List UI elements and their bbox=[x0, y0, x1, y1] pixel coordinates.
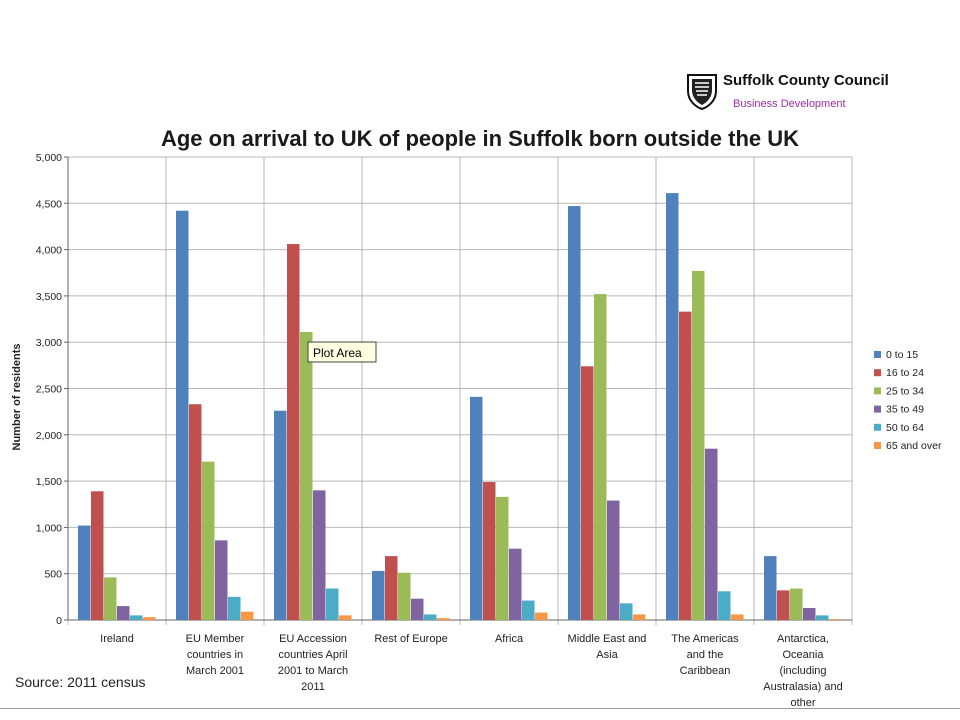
x-category-label: Middle East and Asia bbox=[568, 633, 647, 661]
bottom-divider bbox=[0, 708, 960, 709]
x-category-label: EU Member countries in March 2001 bbox=[186, 633, 245, 677]
bar bbox=[790, 588, 803, 620]
bar bbox=[581, 366, 594, 620]
bar bbox=[339, 615, 352, 620]
bar bbox=[130, 615, 143, 620]
bar bbox=[189, 404, 202, 620]
legend-swatch bbox=[874, 351, 881, 358]
y-tick-labels: 0 500 1,000 1,500 2,000 2,500 3,000 3,500 4,000 4… bbox=[36, 152, 62, 627]
bar bbox=[241, 611, 254, 620]
bar bbox=[372, 570, 385, 620]
bar bbox=[437, 618, 450, 620]
x-category-label: The Americas and the Caribbean bbox=[671, 633, 739, 677]
bar bbox=[228, 596, 241, 620]
bar bbox=[78, 525, 91, 620]
y-tick-label: 1,000 bbox=[36, 522, 62, 534]
bar bbox=[607, 500, 620, 620]
bar bbox=[764, 556, 777, 620]
y-tick-label: 3,000 bbox=[36, 337, 62, 349]
y-tick-label: 3,500 bbox=[36, 291, 62, 303]
bar bbox=[300, 332, 313, 620]
bar bbox=[424, 614, 437, 620]
bar bbox=[215, 540, 228, 620]
legend-label: 16 to 24 bbox=[886, 367, 924, 379]
bar bbox=[803, 607, 816, 620]
y-tick-label: 1,500 bbox=[36, 476, 62, 488]
legend-swatch bbox=[874, 442, 881, 449]
bar bbox=[777, 590, 790, 620]
x-category-label: EU Accession countries April 2001 to March… bbox=[278, 633, 348, 693]
bar bbox=[287, 244, 300, 620]
legend-swatch bbox=[874, 405, 881, 413]
org-name: Suffolk County Council bbox=[723, 72, 889, 89]
org-unit: Business Development bbox=[733, 98, 846, 110]
x-category-label: Africa bbox=[495, 633, 524, 645]
plot-area-tooltip: Plot Area bbox=[307, 341, 377, 363]
bar bbox=[176, 210, 189, 620]
bar bbox=[91, 491, 104, 620]
logo-block: Suffolk County Council Business Developm… bbox=[686, 71, 906, 117]
bar bbox=[522, 600, 535, 620]
legend-label: 0 to 15 bbox=[886, 349, 918, 361]
legend: 0 to 15 16 to 24 25 to 34 35 to 49 50 to 64 6… bbox=[874, 349, 942, 452]
bar bbox=[509, 548, 522, 620]
bar bbox=[398, 572, 411, 620]
y-tick-label: 4,000 bbox=[36, 245, 62, 257]
bar bbox=[411, 598, 424, 620]
bar bbox=[496, 496, 509, 620]
bar bbox=[143, 617, 156, 620]
legend-swatch bbox=[874, 369, 881, 377]
chart-title: Age on arrival to UK of people in Suffol… bbox=[161, 126, 799, 151]
legend-label: 50 to 64 bbox=[886, 422, 924, 434]
bar bbox=[313, 490, 326, 620]
legend-label: 65 and over bbox=[886, 440, 942, 452]
y-tick-label: 2,000 bbox=[36, 430, 62, 442]
tooltip-box bbox=[307, 341, 377, 363]
bar bbox=[594, 294, 607, 620]
y-tick-label: 2,500 bbox=[36, 384, 62, 396]
x-category-label: Rest of Europe bbox=[374, 633, 447, 645]
bar bbox=[535, 612, 548, 620]
bar bbox=[705, 448, 718, 620]
bar bbox=[816, 615, 829, 620]
y-tick-label: 500 bbox=[44, 569, 62, 581]
bar bbox=[666, 193, 679, 620]
y-tick-label: 5,000 bbox=[36, 152, 62, 164]
bars bbox=[78, 193, 842, 620]
legend-label: 25 to 34 bbox=[886, 385, 924, 397]
bar bbox=[620, 603, 633, 620]
bar bbox=[385, 556, 398, 620]
bar bbox=[470, 396, 483, 620]
bar bbox=[568, 206, 581, 620]
bar bbox=[692, 270, 705, 620]
legend-label: 35 to 49 bbox=[886, 404, 924, 416]
y-tick-label: 4,500 bbox=[36, 198, 62, 210]
bar bbox=[679, 311, 692, 620]
bar bbox=[731, 614, 744, 620]
bar bbox=[326, 588, 339, 620]
legend-swatch bbox=[874, 423, 881, 431]
bar bbox=[202, 461, 215, 620]
x-category-label: Ireland bbox=[100, 633, 134, 645]
council-crest-icon bbox=[687, 74, 717, 111]
bar bbox=[117, 606, 130, 620]
x-category-label: Antarctica, Oceania (including Australasia)… bbox=[763, 633, 843, 709]
bar bbox=[483, 482, 496, 620]
y-tick-label: 0 bbox=[56, 615, 62, 627]
bar bbox=[104, 577, 117, 620]
tooltip-label: Plot Area bbox=[313, 346, 362, 360]
bar bbox=[274, 410, 287, 620]
x-category-labels: Ireland EU Member countries in March 2001 EU… bbox=[100, 633, 843, 709]
legend-swatch bbox=[874, 387, 881, 395]
source-note: Source: 2011 census bbox=[15, 674, 146, 690]
bar bbox=[829, 619, 842, 620]
y-axis-label: Number of residents bbox=[11, 344, 23, 451]
bar bbox=[633, 614, 646, 620]
bar bbox=[718, 591, 731, 620]
